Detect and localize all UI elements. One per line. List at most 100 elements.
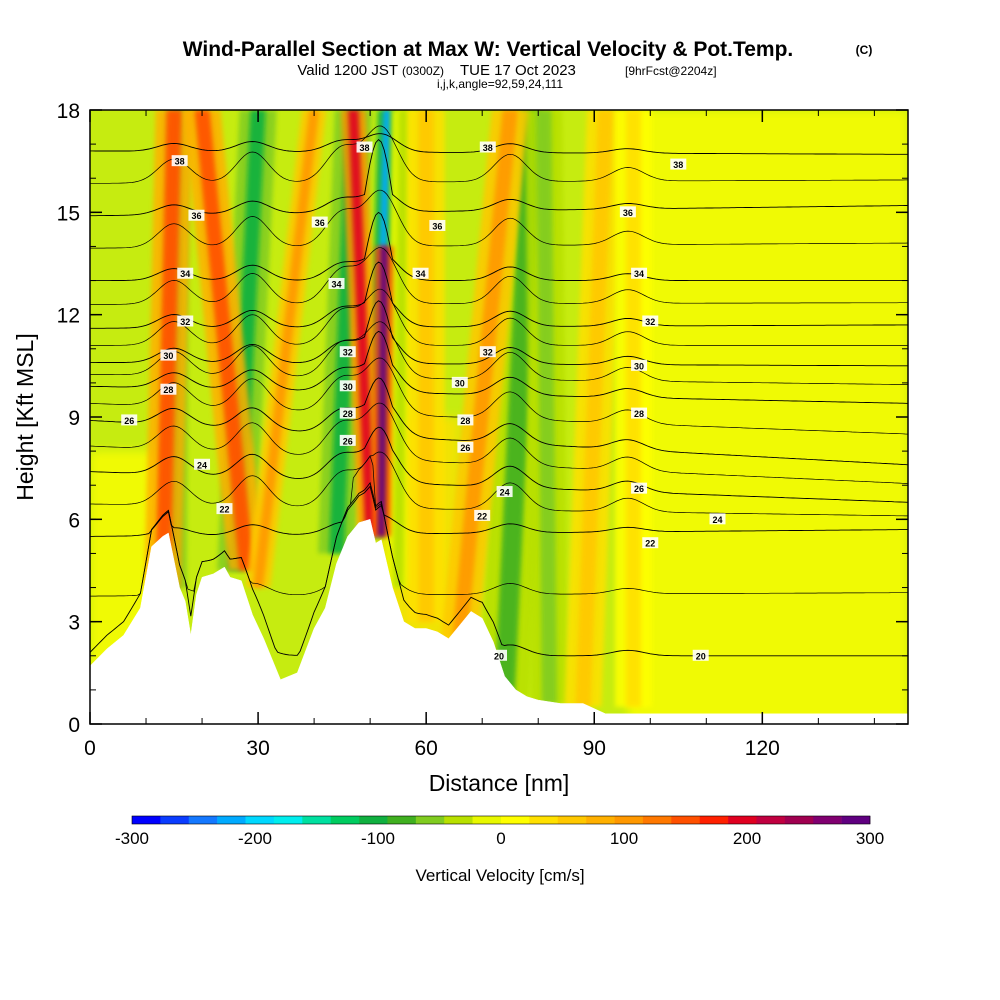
- isentrope-label: 22: [474, 509, 491, 521]
- isentrope-label-text: 32: [645, 317, 655, 327]
- colorbar-swatch: [728, 816, 757, 824]
- colorbar-swatch: [273, 816, 303, 824]
- isentrope-label-text: 34: [332, 279, 342, 289]
- colorbar-tick-label: 200: [733, 829, 761, 848]
- colorbar-swatch: [444, 816, 473, 824]
- colorbar-swatch: [699, 816, 729, 824]
- isentrope-label: 34: [412, 267, 429, 279]
- isentrope-label-text: 38: [673, 160, 683, 170]
- colorbar-swatch: [387, 816, 417, 824]
- isentrope-contours: [90, 125, 908, 657]
- isentrope-label-text: 26: [343, 436, 353, 446]
- isentrope-label-bg: [631, 482, 648, 494]
- isentrope-label-bg: [631, 407, 648, 419]
- isentrope-label: 36: [311, 216, 328, 228]
- updraft-plume-core: [194, 110, 255, 571]
- isentrope-line: [90, 377, 908, 466]
- isentrope-label: 36: [619, 206, 636, 218]
- isentrope-label: 38: [356, 141, 373, 153]
- isentrope-label-bg: [619, 206, 636, 218]
- isentrope-label-text: 38: [175, 157, 185, 167]
- isentrope-label-text: 24: [500, 488, 510, 498]
- isentrope-label-text: 26: [124, 416, 134, 426]
- colorbar-swatch: [160, 816, 190, 824]
- isentrope-label-text: 38: [360, 143, 370, 153]
- colorbar-swatch: [359, 816, 388, 824]
- isentrope-label-text: 38: [483, 143, 493, 153]
- isentrope-label: 36: [188, 209, 205, 221]
- colorbar-swatch: [245, 816, 275, 824]
- colorbar-swatch: [841, 816, 871, 824]
- isentrope-label: 38: [171, 155, 188, 167]
- isentrope-line: [90, 133, 908, 155]
- isentrope-label-text: 24: [197, 460, 207, 470]
- velocity-zone: [627, 110, 908, 724]
- isentrope-label: 20: [692, 649, 709, 661]
- isentrope-label-text: 28: [163, 385, 173, 395]
- isentrope-label-bg: [177, 267, 194, 279]
- chart-title: Wind-Parallel Section at Max W: Vertical…: [183, 38, 794, 61]
- x-tick-label: 60: [414, 737, 437, 760]
- colorbar-swatch: [671, 816, 700, 824]
- colorbar-tick-label: 0: [496, 829, 505, 848]
- isentrope-label: 38: [670, 158, 687, 170]
- isentrope-label-bg: [339, 407, 356, 419]
- colorbar-tick-label: 100: [610, 829, 638, 848]
- isentrope-label: 32: [479, 346, 496, 358]
- isentrope-label-bg: [177, 315, 194, 327]
- y-tick-label: 15: [57, 202, 80, 225]
- isentrope-label-text: 20: [696, 651, 706, 661]
- updraft-plume-core: [418, 110, 434, 622]
- colorbar-frame: [131, 815, 871, 825]
- isentrope-label: 32: [642, 315, 659, 327]
- isentrope-label-text: 28: [634, 409, 644, 419]
- isentrope-label-text: 32: [343, 348, 353, 358]
- x-tick-label: 120: [745, 737, 780, 760]
- colorbar-swatch: [529, 816, 559, 824]
- updraft-plume-core: [253, 110, 320, 588]
- title-mark: (C): [856, 43, 873, 57]
- isentrope-label: 30: [451, 376, 468, 388]
- isentrope-line: [90, 138, 908, 217]
- isentrope-label-bg: [328, 277, 345, 289]
- isentrope-line: [90, 455, 908, 597]
- x-tick-label: 0: [84, 737, 96, 760]
- isentrope-label-bg: [356, 141, 373, 153]
- isentrope-label: 34: [328, 277, 345, 289]
- subtitle-prefix: Valid 1200 JST: [297, 62, 398, 79]
- isentrope-label-text: 24: [712, 515, 722, 525]
- isentrope-label-bg: [670, 158, 687, 170]
- colorbar-swatch: [756, 816, 786, 824]
- updraft-plume-core: [452, 110, 518, 639]
- updraft-plume-core: [575, 110, 613, 707]
- colorbar-swatch: [614, 816, 644, 824]
- isentrope-label: 26: [121, 414, 138, 426]
- isentrope-label-bg: [496, 486, 513, 498]
- chart-subtitle-indices: i,j,k,angle=92,59,24,111: [437, 77, 563, 91]
- isentrope-label-bg: [121, 414, 138, 426]
- isentrope-label-text: 26: [460, 443, 470, 453]
- chart-subtitle: Valid 1200 JST (0300Z) TUE 17 Oct 2023 […: [297, 62, 716, 79]
- isentrope-label-text: 34: [180, 269, 190, 279]
- y-tick-label: 9: [68, 407, 80, 430]
- isentrope-label-bg: [160, 349, 177, 361]
- subtitle-date: TUE 17 Oct 2023: [460, 62, 576, 79]
- isentrope-label-text: 26: [634, 484, 644, 494]
- isentrope-label-bg: [339, 346, 356, 358]
- isentrope-label: 26: [457, 441, 474, 453]
- isentrope-label: 22: [216, 503, 233, 515]
- isentrope-line: [90, 485, 908, 537]
- isentrope-label: 28: [457, 414, 474, 426]
- isentrope-label: 26: [339, 434, 356, 446]
- isentrope-line: [90, 426, 908, 503]
- colorbar-swatch: [415, 816, 445, 824]
- isentrope-label-text: 36: [315, 218, 325, 228]
- subtitle-forecast: [9hrFcst@2204z]: [625, 64, 717, 78]
- isentrope-label: 22: [642, 537, 659, 549]
- colorbar-label: Vertical Velocity [cm/s]: [415, 866, 584, 885]
- colorbar-swatch: [813, 816, 842, 824]
- isentrope-label: 34: [177, 267, 194, 279]
- isentrope-label-bg: [642, 315, 659, 327]
